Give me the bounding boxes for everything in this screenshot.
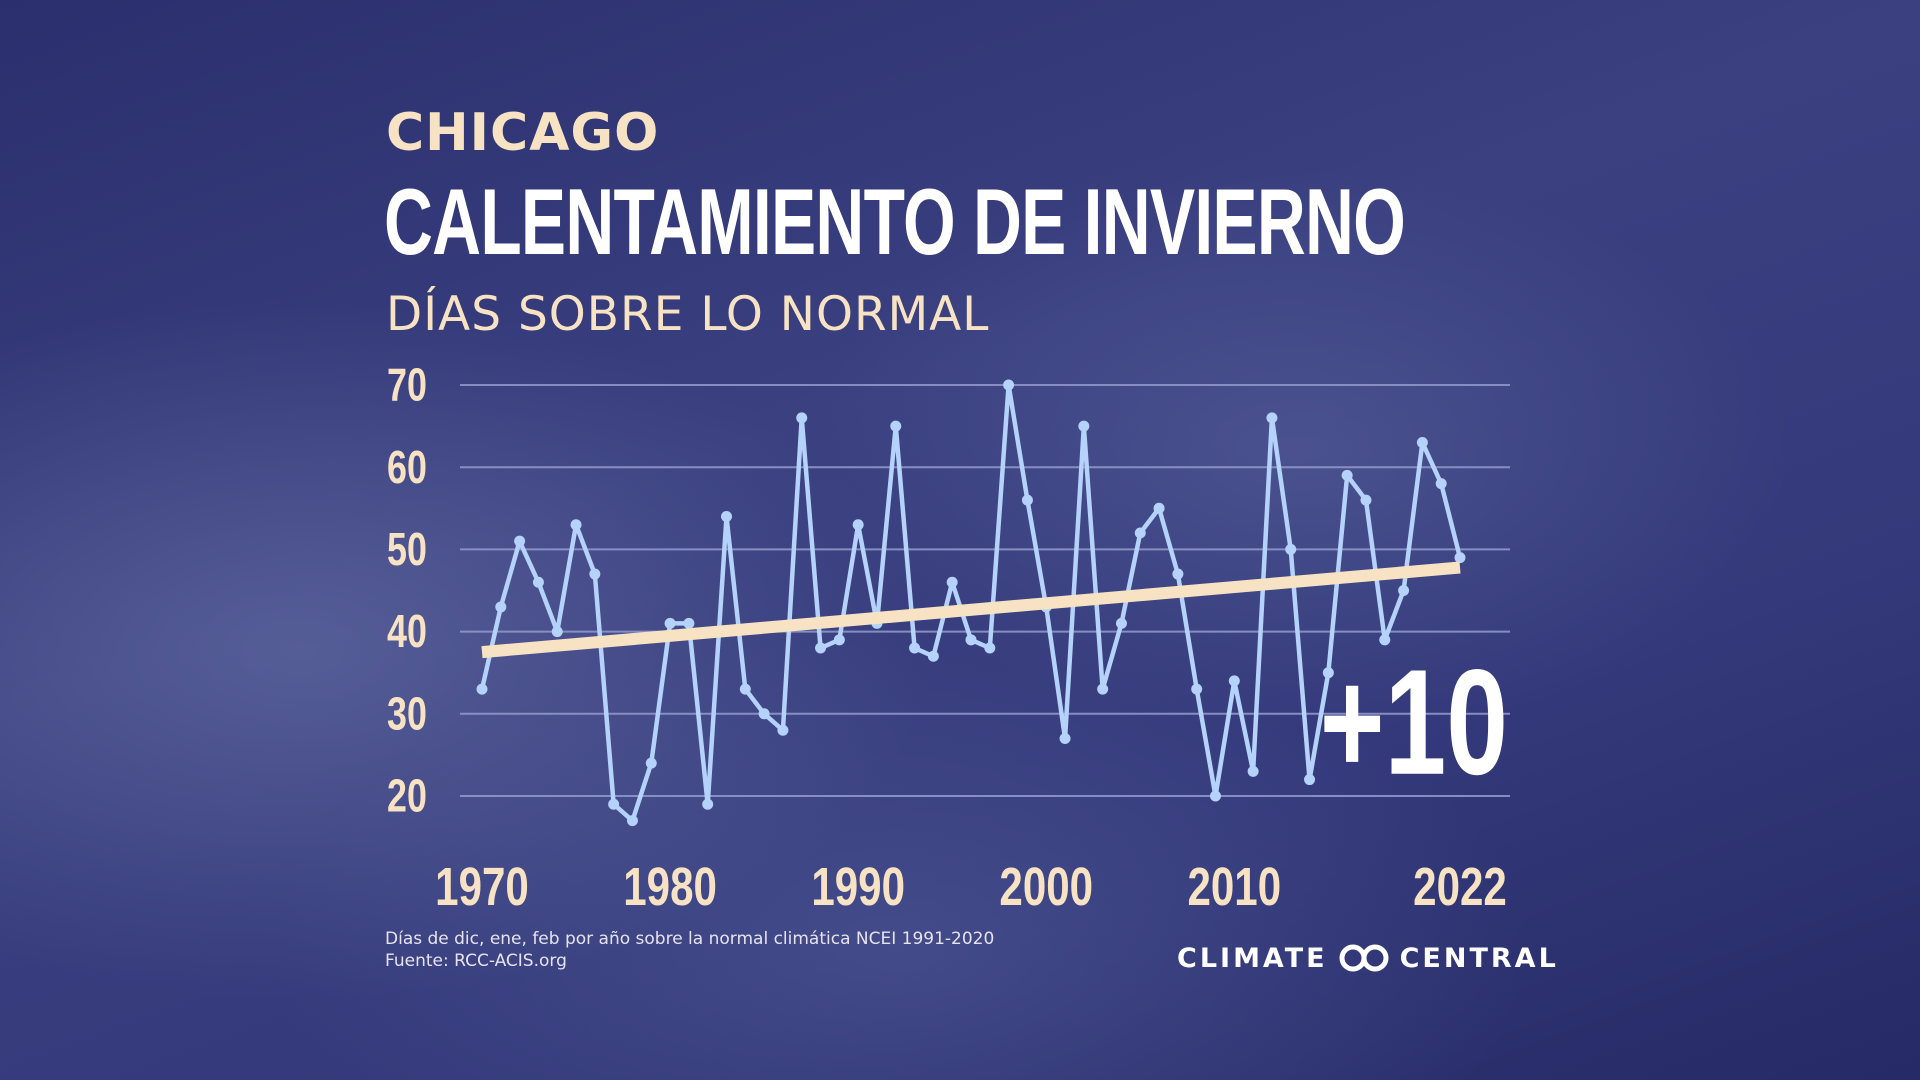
climate-central-logo: CLIMATE CENTRAL: [1177, 941, 1559, 975]
data-point-1977: [608, 798, 620, 810]
data-point-1995: [946, 576, 958, 588]
data-point-2002: [1078, 420, 1090, 432]
trend-line: [481, 561, 1461, 659]
brand-word-central: CENTRAL: [1399, 942, 1559, 974]
data-point-2022: [1454, 552, 1466, 564]
data-point-1987: [796, 412, 808, 424]
trend-change-annotation: +10: [1320, 638, 1508, 805]
data-point-2005: [1134, 527, 1146, 539]
data-point-2019: [1398, 585, 1410, 596]
x-tick-label-1970: 1970: [435, 857, 529, 917]
data-point-1976: [589, 568, 601, 580]
chart-subtitle: DÍAS SOBRE LO NORMAL: [386, 287, 990, 342]
data-point-2006: [1153, 502, 1165, 514]
data-point-2017: [1360, 494, 1372, 506]
data-point-1999: [1021, 494, 1033, 506]
city-label: CHICAGO: [386, 103, 660, 163]
data-point-1979: [645, 757, 657, 769]
data-point-2015: [1322, 667, 1334, 679]
y-tick-label-70: 70: [387, 359, 427, 410]
source-note: Días de dic, ene, feb por año sobre la n…: [385, 928, 994, 972]
data-point-1985: [758, 708, 770, 720]
data-point-2004: [1115, 617, 1127, 629]
data-point-1984: [739, 683, 751, 695]
data-point-1994: [927, 650, 939, 662]
data-point-2003: [1097, 683, 1109, 695]
data-point-2001: [1059, 732, 1071, 744]
data-point-1981: [683, 617, 695, 629]
chart-title: CALENTAMIENTO DE INVIERNO: [384, 169, 1406, 274]
data-point-2020: [1416, 437, 1428, 449]
methodology-note: Días de dic, ene, feb por año sobre la n…: [385, 929, 995, 949]
x-tick-label-1990: 1990: [811, 857, 905, 917]
data-point-1982: [702, 798, 714, 810]
x-tick-label-2000: 2000: [999, 857, 1093, 917]
data-point-1974: [551, 626, 563, 638]
data-point-1993: [909, 642, 921, 654]
data-point-1988: [815, 642, 827, 654]
data-point-2016: [1341, 469, 1353, 481]
data-point-1998: [1003, 379, 1015, 391]
x-tick-label-1980: 1980: [623, 857, 717, 917]
data-point-1975: [570, 519, 582, 531]
data-point-1997: [984, 642, 996, 654]
data-point-2012: [1266, 412, 1278, 424]
data-point-1986: [777, 724, 789, 736]
y-tick-label-60: 60: [387, 442, 427, 493]
x-tick-label-2022: 2022: [1413, 857, 1507, 917]
data-point-1978: [626, 815, 638, 827]
data-point-1996: [965, 634, 977, 646]
brand-rings-icon: [1339, 944, 1389, 972]
data-point-1990: [852, 519, 864, 531]
data-point-2010: [1228, 675, 1240, 687]
data-point-2007: [1172, 568, 1184, 580]
data-point-2008: [1191, 683, 1203, 695]
y-tick-label-20: 20: [387, 770, 427, 821]
data-point-1980: [664, 617, 676, 629]
y-tick-label-40: 40: [387, 606, 427, 657]
x-tick-label-2010: 2010: [1187, 857, 1281, 917]
data-point-2011: [1247, 765, 1259, 777]
brand-word-climate: CLIMATE: [1177, 942, 1328, 974]
series-line-0: [479, 382, 1463, 823]
data-point-1972: [514, 535, 526, 547]
source-credit: Fuente: RCC-ACIS.org: [385, 951, 567, 971]
data-point-1989: [833, 634, 845, 646]
data-point-1992: [890, 420, 902, 432]
data-point-2021: [1435, 478, 1447, 490]
data-point-1971: [495, 601, 507, 613]
data-point-2013: [1285, 543, 1297, 555]
y-tick-label-30: 30: [387, 688, 427, 739]
data-point-1983: [721, 511, 732, 523]
y-tick-label-50: 50: [387, 524, 427, 575]
data-point-1970: [476, 683, 488, 695]
data-point-2018: [1379, 634, 1391, 646]
data-point-2014: [1304, 774, 1316, 786]
data-point-2009: [1210, 790, 1221, 802]
data-point-1973: [532, 576, 544, 588]
